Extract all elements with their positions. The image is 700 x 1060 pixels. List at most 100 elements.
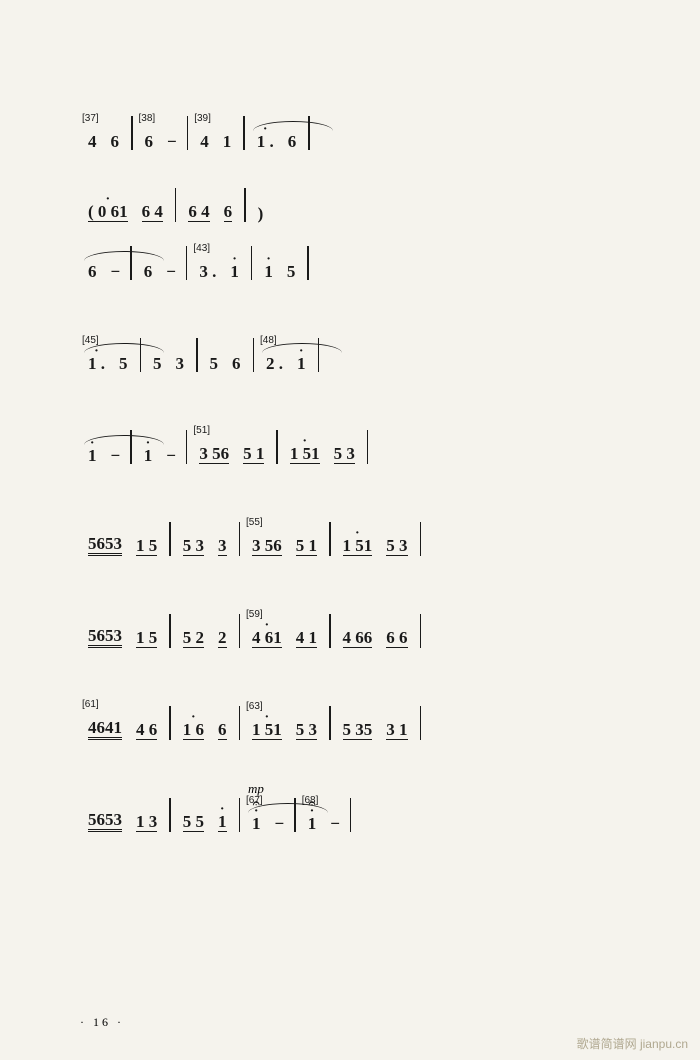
- barline: [169, 614, 171, 648]
- measure: 6−: [80, 263, 126, 280]
- note: 1 3: [136, 813, 157, 832]
- measure: 6 46: [180, 203, 240, 222]
- note: 3: [176, 355, 185, 372]
- measure: [59]4 614 1: [244, 629, 325, 648]
- notation-rows: [37]46[38]6−[39]411 .6( 0 616 46 46)6−6−…: [80, 100, 620, 832]
- measure-label: [48]: [260, 335, 277, 346]
- barline: [420, 614, 422, 648]
- note: 4: [88, 133, 97, 150]
- note: −: [167, 133, 175, 150]
- barline: [329, 522, 331, 556]
- note: 4 61: [252, 629, 282, 648]
- note: 1: [297, 355, 306, 372]
- barline: [367, 430, 369, 464]
- note: 6: [145, 133, 154, 150]
- measure: [63]1 515 3: [244, 721, 325, 740]
- measure: 6−: [136, 263, 182, 280]
- note: 3 56: [199, 445, 229, 464]
- notation-row: [61]46414 61 66[63]1 515 35 353 1: [80, 690, 620, 740]
- notation-row: 5653 1 5 5 3 3 [55]3 565 1 1 51 5 3: [80, 506, 620, 556]
- note: 5653: [88, 535, 122, 556]
- barline: [420, 706, 422, 740]
- note: 3: [218, 537, 227, 556]
- note: 6: [88, 263, 97, 280]
- note: 1 51: [343, 537, 373, 556]
- barline: [131, 116, 133, 150]
- slur-mark: [84, 251, 164, 261]
- measure: ( 0 616 4: [80, 203, 171, 222]
- note: 5653: [88, 811, 122, 832]
- barline: [350, 798, 352, 832]
- measure: 5653 1 3: [80, 811, 165, 832]
- note: 5 3: [334, 445, 355, 464]
- note: 5 3: [183, 537, 204, 556]
- note: 4 6: [136, 721, 157, 740]
- measure: 1 515 3: [282, 445, 363, 464]
- note: 5 3: [386, 537, 407, 556]
- note: 1: [218, 813, 227, 832]
- measure: 1−: [136, 447, 182, 464]
- measure: [39]41: [192, 133, 239, 150]
- measure-label: [59]: [246, 609, 263, 620]
- measure: ): [250, 205, 272, 222]
- note: 1: [223, 133, 232, 150]
- measure: 5 22: [175, 629, 235, 648]
- note: 4 1: [296, 629, 317, 648]
- note: −: [166, 447, 174, 464]
- measure: 56: [202, 355, 249, 372]
- note: 5: [210, 355, 219, 372]
- note: 6: [144, 263, 153, 280]
- measure: 1 .6: [249, 133, 305, 150]
- measure: [67]mp1𝄐−: [244, 815, 290, 832]
- measure: 4 666 6: [335, 629, 416, 648]
- note: 1 5: [136, 629, 157, 648]
- measure: 5653 1 5: [80, 535, 165, 556]
- measure-label: [55]: [246, 517, 263, 528]
- note: −: [111, 447, 119, 464]
- note: 1 5: [136, 537, 157, 556]
- note: 1: [230, 263, 239, 280]
- note: 1 6: [183, 721, 204, 740]
- notation-row: 6−6−[43]3 .115: [80, 230, 620, 280]
- measure-label: [39]: [194, 113, 211, 124]
- measure-label: [37]: [82, 113, 99, 124]
- measure: [45]1 .5: [80, 355, 136, 372]
- barline: [186, 430, 188, 464]
- measure: [43]3 .1: [191, 263, 247, 280]
- measure: [61]46414 6: [80, 719, 165, 740]
- note: 3 .: [199, 263, 216, 280]
- note: −: [275, 815, 283, 832]
- measure: [55]3 565 1: [244, 537, 325, 556]
- barline: [251, 246, 253, 280]
- note: 6 4: [188, 203, 209, 222]
- note: 5: [153, 355, 162, 372]
- note: 5 1: [243, 445, 264, 464]
- note: 1𝄐: [308, 815, 317, 832]
- note: 1: [144, 447, 153, 464]
- note: 2: [218, 629, 227, 648]
- note: 4: [200, 133, 209, 150]
- barline: [186, 246, 188, 280]
- note: 5: [287, 263, 296, 280]
- barline: [169, 798, 171, 832]
- measure-label: [63]: [246, 701, 263, 712]
- barline: [243, 116, 245, 150]
- notation-row: ( 0 616 4 6 46): [80, 192, 620, 222]
- note: 5653: [88, 627, 122, 648]
- measure: [37]46: [80, 133, 127, 150]
- barline: [239, 706, 241, 740]
- measure: [48]2 .1: [258, 355, 314, 372]
- barline: [329, 706, 331, 740]
- measure: [38]6−: [137, 133, 183, 150]
- note: 5: [119, 355, 128, 372]
- note: 3 56: [252, 537, 282, 556]
- note: 6 4: [142, 203, 163, 222]
- measure: 5 353 1: [335, 721, 416, 740]
- sheet-music-page: [37]46[38]6−[39]411 .6( 0 616 46 46)6−6−…: [0, 0, 700, 1060]
- notation-row: [45]1 .55356[48]2 .1: [80, 322, 620, 372]
- measure-label: [51]: [193, 425, 210, 436]
- barline: [196, 338, 198, 372]
- measure: 15: [256, 263, 303, 280]
- measure: 53: [145, 355, 192, 372]
- note: 2 .: [266, 355, 283, 372]
